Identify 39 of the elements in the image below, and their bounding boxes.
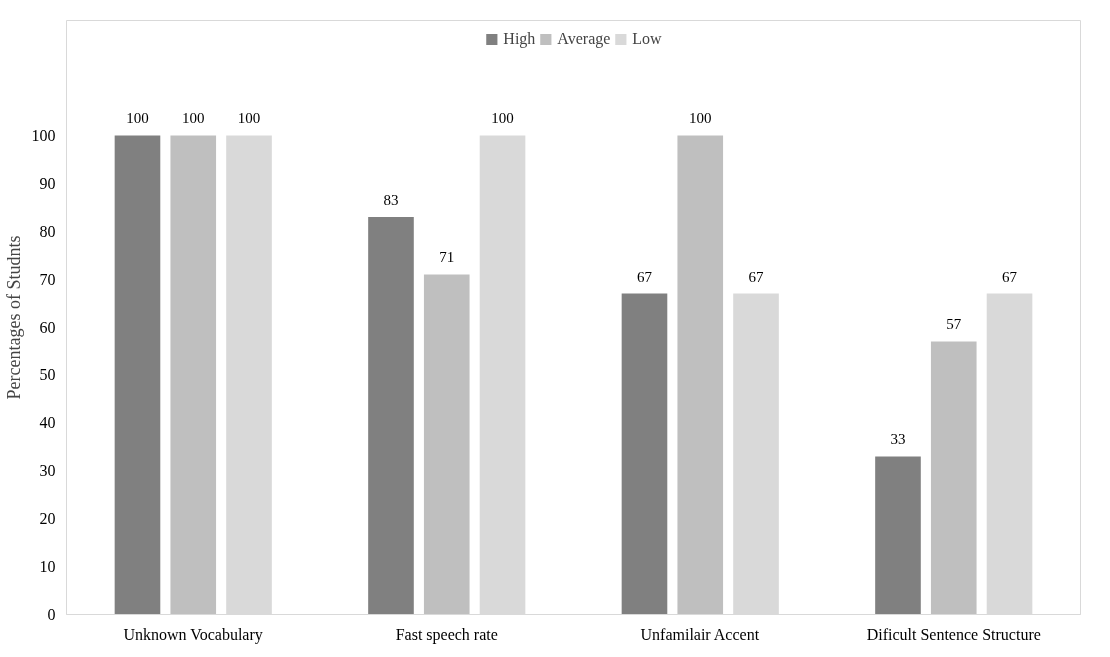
data-label: 100: [182, 110, 205, 127]
y-tick-label: 90: [39, 174, 56, 192]
y-tick-label: 30: [39, 462, 56, 480]
y-tick-label: 60: [39, 318, 56, 336]
data-label: 100: [237, 110, 261, 127]
y-tick-label: 10: [39, 558, 56, 576]
data-label: 57: [946, 316, 962, 333]
data-label: 83: [383, 191, 399, 208]
legend-label: Average: [557, 30, 611, 48]
x-tick-label: Unfamilair Accent: [640, 625, 760, 643]
legend-label: Low: [632, 30, 662, 48]
data-label: 100: [689, 110, 712, 127]
data-label: 67: [1002, 268, 1018, 285]
legend-label: High: [503, 30, 536, 48]
bar: [423, 274, 470, 615]
x-tick-label: Dificult Sentence Structure: [866, 625, 1041, 643]
bar: [677, 135, 724, 615]
y-tick-label: 40: [39, 414, 56, 432]
bar: [368, 216, 414, 615]
bar: [621, 293, 668, 615]
y-tick-label: 0: [47, 606, 56, 623]
data-label: 100: [491, 110, 514, 127]
bar: [930, 341, 977, 615]
y-tick-label: 20: [39, 510, 56, 528]
data-label: 71: [439, 249, 455, 266]
data-label: 67: [636, 268, 653, 285]
data-label: 33: [890, 431, 906, 448]
x-tick-label: Fast speech rate: [395, 625, 498, 644]
x-tick-label: Unknown Vocabulary: [123, 625, 263, 644]
bar: [114, 135, 161, 615]
y-tick-label: 100: [31, 126, 56, 144]
bar: [170, 135, 217, 615]
data-label: 100: [126, 110, 149, 127]
y-axis-title: Percentages of Studnts: [3, 235, 24, 400]
y-tick-label: 70: [39, 270, 56, 288]
y-tick-label: 50: [39, 366, 56, 384]
data-label: 67: [748, 268, 765, 285]
y-tick-label: 80: [39, 222, 56, 240]
bar: [875, 456, 921, 615]
